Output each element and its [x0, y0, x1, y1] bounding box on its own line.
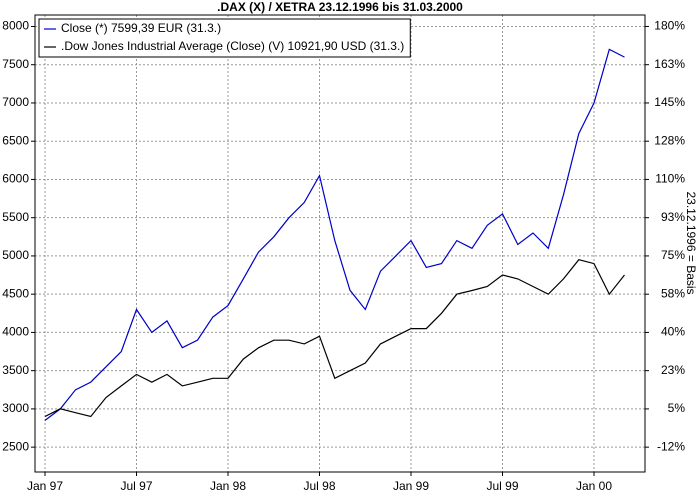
y-tick-label: 6500: [2, 133, 29, 147]
y2-tick-label: 40%: [661, 325, 685, 339]
y2-tick-label: 5%: [668, 401, 686, 415]
x-tick-label: Jan 97: [27, 479, 63, 493]
y-tick-label: 3000: [2, 401, 29, 415]
x-tick-label: Jan 98: [210, 479, 246, 493]
y-tick-label: 2500: [2, 439, 29, 453]
legend-box: [38, 18, 411, 58]
chart-title: .DAX (X) / XETRA 23.12.1996 bis 31.03.20…: [217, 0, 463, 14]
plot-frame: [34, 14, 646, 473]
series-line: [44, 48, 625, 421]
y2-tick-label: -12%: [657, 439, 685, 453]
y2-tick-label: 23%: [661, 363, 685, 377]
y-tick-label: 3500: [2, 363, 29, 377]
y-tick-label: 4000: [2, 325, 29, 339]
y-tick-label: 6000: [2, 172, 29, 186]
y2-axis-label: 23.12.1996 = Basis: [684, 191, 698, 294]
x-tick-label: Jan 99: [393, 479, 429, 493]
series-line: [44, 259, 625, 418]
y-tick-label: 7500: [2, 57, 29, 71]
y2-tick-label: 145%: [654, 95, 685, 109]
y2-tick-label: 110%: [655, 172, 685, 186]
x-tick-label: Jul 97: [120, 479, 152, 493]
legend: Close (*) 7599,39 EUR (31.3.) .Dow Jones …: [38, 18, 411, 58]
y-tick-label: 4500: [2, 286, 29, 300]
y2-tick-label: 180%: [654, 19, 685, 33]
y-tick-label: 5500: [2, 210, 29, 224]
y2-tick-label: 128%: [654, 133, 685, 147]
y2-tick-label: 58%: [661, 286, 685, 300]
y2-tick-label: 75%: [661, 248, 685, 262]
y2-tick-label: 163%: [654, 57, 685, 71]
y-tick-label: 7000: [2, 95, 29, 109]
y-tick-label: 5000: [2, 248, 29, 262]
legend-label: Close (*) 7599,39 EUR (31.3.): [61, 21, 221, 35]
y2-tick-label: 93%: [661, 210, 685, 224]
y-tick-label: 8000: [2, 19, 29, 33]
x-tick-label: Jul 98: [303, 479, 335, 493]
x-tick-label: Jan 00: [576, 479, 612, 493]
legend-label: .Dow Jones Industrial Average (Close) (V…: [61, 39, 404, 53]
x-tick-label: Jul 99: [486, 479, 518, 493]
